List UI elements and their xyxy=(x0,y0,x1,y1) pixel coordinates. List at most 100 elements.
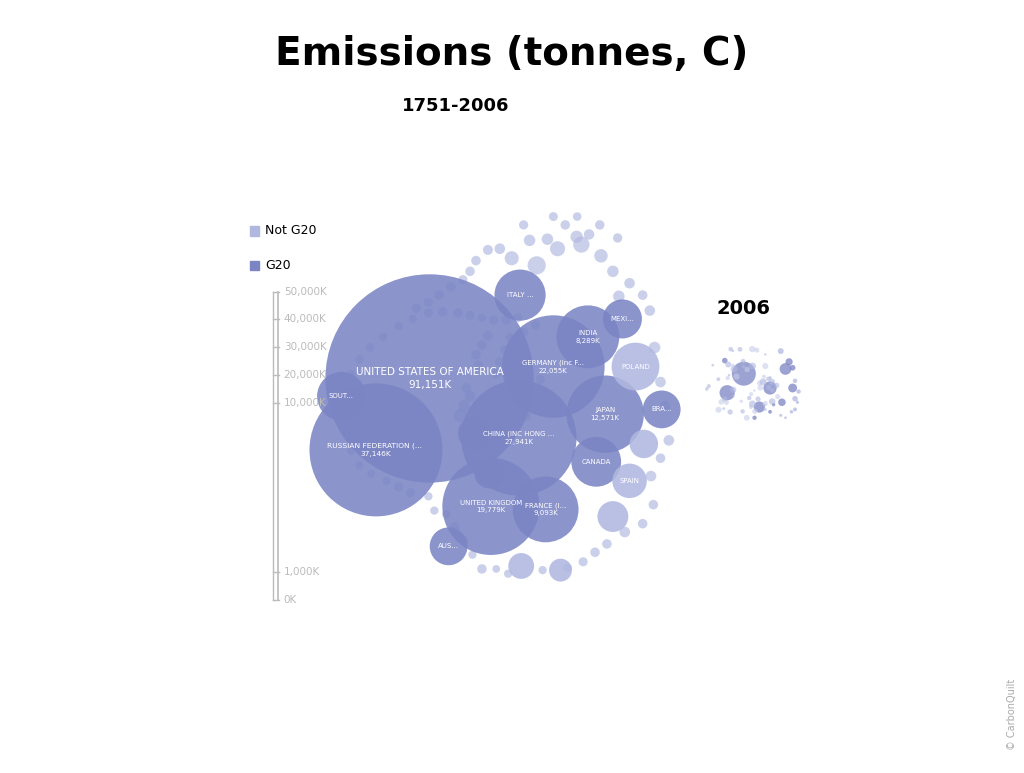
Circle shape xyxy=(573,237,590,253)
Circle shape xyxy=(768,410,772,414)
Circle shape xyxy=(775,394,780,399)
Circle shape xyxy=(519,328,528,336)
Circle shape xyxy=(724,400,729,405)
Circle shape xyxy=(465,267,475,276)
Circle shape xyxy=(760,379,767,385)
Text: POLAND: POLAND xyxy=(622,363,650,369)
Circle shape xyxy=(764,381,776,394)
Circle shape xyxy=(757,380,763,386)
Circle shape xyxy=(492,369,501,379)
Circle shape xyxy=(722,407,725,410)
Circle shape xyxy=(749,346,756,352)
Circle shape xyxy=(754,401,765,413)
Circle shape xyxy=(770,388,774,393)
Circle shape xyxy=(732,362,756,386)
Circle shape xyxy=(727,409,733,414)
Circle shape xyxy=(530,386,541,395)
Circle shape xyxy=(603,299,642,339)
Circle shape xyxy=(753,416,757,420)
Circle shape xyxy=(560,220,570,230)
Circle shape xyxy=(613,233,623,243)
Circle shape xyxy=(766,385,771,390)
Circle shape xyxy=(474,459,504,489)
Circle shape xyxy=(438,307,447,317)
Circle shape xyxy=(717,377,720,381)
Circle shape xyxy=(383,477,391,485)
Circle shape xyxy=(483,331,493,340)
Circle shape xyxy=(728,347,733,352)
Circle shape xyxy=(550,241,565,257)
Circle shape xyxy=(459,400,470,412)
Circle shape xyxy=(772,403,775,407)
Circle shape xyxy=(594,249,607,263)
Circle shape xyxy=(368,470,375,478)
Circle shape xyxy=(454,409,467,422)
Circle shape xyxy=(489,315,499,325)
Circle shape xyxy=(495,404,505,414)
Circle shape xyxy=(409,315,417,323)
Circle shape xyxy=(477,314,486,322)
Text: 20,000K: 20,000K xyxy=(284,370,327,380)
Bar xyxy=(250,226,259,236)
Circle shape xyxy=(769,398,775,405)
Circle shape xyxy=(549,559,572,581)
Text: BRA...: BRA... xyxy=(651,407,672,413)
Circle shape xyxy=(571,437,622,487)
Circle shape xyxy=(584,229,594,240)
Circle shape xyxy=(524,394,535,404)
Circle shape xyxy=(495,357,505,366)
Circle shape xyxy=(716,407,722,413)
Circle shape xyxy=(793,407,797,411)
Circle shape xyxy=(740,359,745,363)
Text: Emissions (tonnes, C): Emissions (tonnes, C) xyxy=(275,35,749,73)
Text: 50,000K: 50,000K xyxy=(284,287,327,297)
Circle shape xyxy=(461,380,577,495)
Circle shape xyxy=(790,365,796,370)
Circle shape xyxy=(570,230,583,243)
Circle shape xyxy=(725,362,731,367)
Circle shape xyxy=(705,387,709,391)
Circle shape xyxy=(531,320,540,329)
Circle shape xyxy=(536,375,545,384)
Circle shape xyxy=(750,392,754,396)
Circle shape xyxy=(542,233,553,245)
Circle shape xyxy=(520,410,531,421)
Circle shape xyxy=(766,376,771,381)
Circle shape xyxy=(477,564,486,574)
Circle shape xyxy=(498,414,507,424)
Circle shape xyxy=(347,447,355,455)
Text: UNITED STATES OF AMERICA
91,151K: UNITED STATES OF AMERICA 91,151K xyxy=(355,367,504,390)
Circle shape xyxy=(728,374,730,376)
Circle shape xyxy=(753,409,758,414)
Circle shape xyxy=(762,375,766,379)
Circle shape xyxy=(788,383,797,393)
Text: GERMANY (inc F...
22,055K: GERMANY (inc F... 22,055K xyxy=(522,359,585,373)
Circle shape xyxy=(779,414,782,417)
Circle shape xyxy=(796,400,799,404)
Text: ITALY ...: ITALY ... xyxy=(507,292,534,298)
Circle shape xyxy=(778,399,785,406)
Circle shape xyxy=(590,547,600,557)
Circle shape xyxy=(473,360,483,370)
Circle shape xyxy=(784,417,786,419)
Circle shape xyxy=(572,213,582,221)
Circle shape xyxy=(366,343,375,352)
Circle shape xyxy=(579,557,588,567)
Circle shape xyxy=(506,397,517,409)
Circle shape xyxy=(764,353,767,356)
Circle shape xyxy=(643,390,681,428)
Circle shape xyxy=(758,385,763,390)
Circle shape xyxy=(344,417,351,425)
Circle shape xyxy=(664,435,674,446)
Circle shape xyxy=(459,275,468,284)
Circle shape xyxy=(347,369,355,377)
Circle shape xyxy=(412,304,421,313)
Circle shape xyxy=(644,305,655,316)
Text: UNITED KINGDOM
19,779K: UNITED KINGDOM 19,779K xyxy=(460,499,522,513)
Circle shape xyxy=(750,363,756,369)
Circle shape xyxy=(341,400,349,409)
Circle shape xyxy=(648,500,658,509)
Circle shape xyxy=(731,364,734,367)
Circle shape xyxy=(646,471,656,482)
Circle shape xyxy=(749,400,756,407)
